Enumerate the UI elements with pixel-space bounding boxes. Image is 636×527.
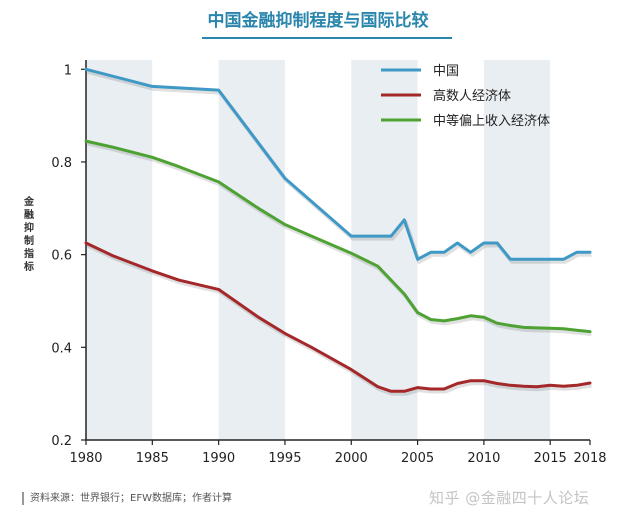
legend-label-1: 高数人经济体 — [433, 88, 511, 104]
x-tick-label: 2018 — [573, 451, 606, 466]
grid-band — [219, 60, 285, 440]
grid-band — [152, 60, 218, 440]
line-chart: 0.2 0.4 0.6 0.8 1 1980 1985 1990 1995 2000 2005 201… — [0, 0, 636, 480]
source-note: 资料来源：世界银行；EFW数据库；作者计算 — [22, 492, 232, 505]
y-tick-label: 0.2 — [51, 434, 72, 449]
legend-label-0: 中国 — [433, 64, 459, 79]
x-tick-label: 2005 — [401, 451, 434, 466]
y-tick-label: 1 — [64, 63, 72, 78]
y-tick-label: 0.6 — [51, 249, 72, 264]
watermark: 知乎 @金融四十人论坛 — [429, 487, 589, 508]
x-tick-label: 1995 — [268, 451, 301, 466]
legend-label-2: 中等偏上收入经济体 — [433, 113, 550, 129]
x-tick-label: 2015 — [534, 451, 567, 466]
grid-band — [351, 60, 417, 440]
x-tick-label: 2000 — [335, 451, 368, 466]
x-tick-label: 1980 — [69, 451, 102, 466]
x-tick-label: 2010 — [467, 451, 500, 466]
x-tick-label: 1985 — [136, 451, 169, 466]
y-tick-label: 0.4 — [51, 341, 72, 356]
x-tick-label: 1990 — [202, 451, 235, 466]
y-tick-label: 0.8 — [51, 156, 72, 171]
